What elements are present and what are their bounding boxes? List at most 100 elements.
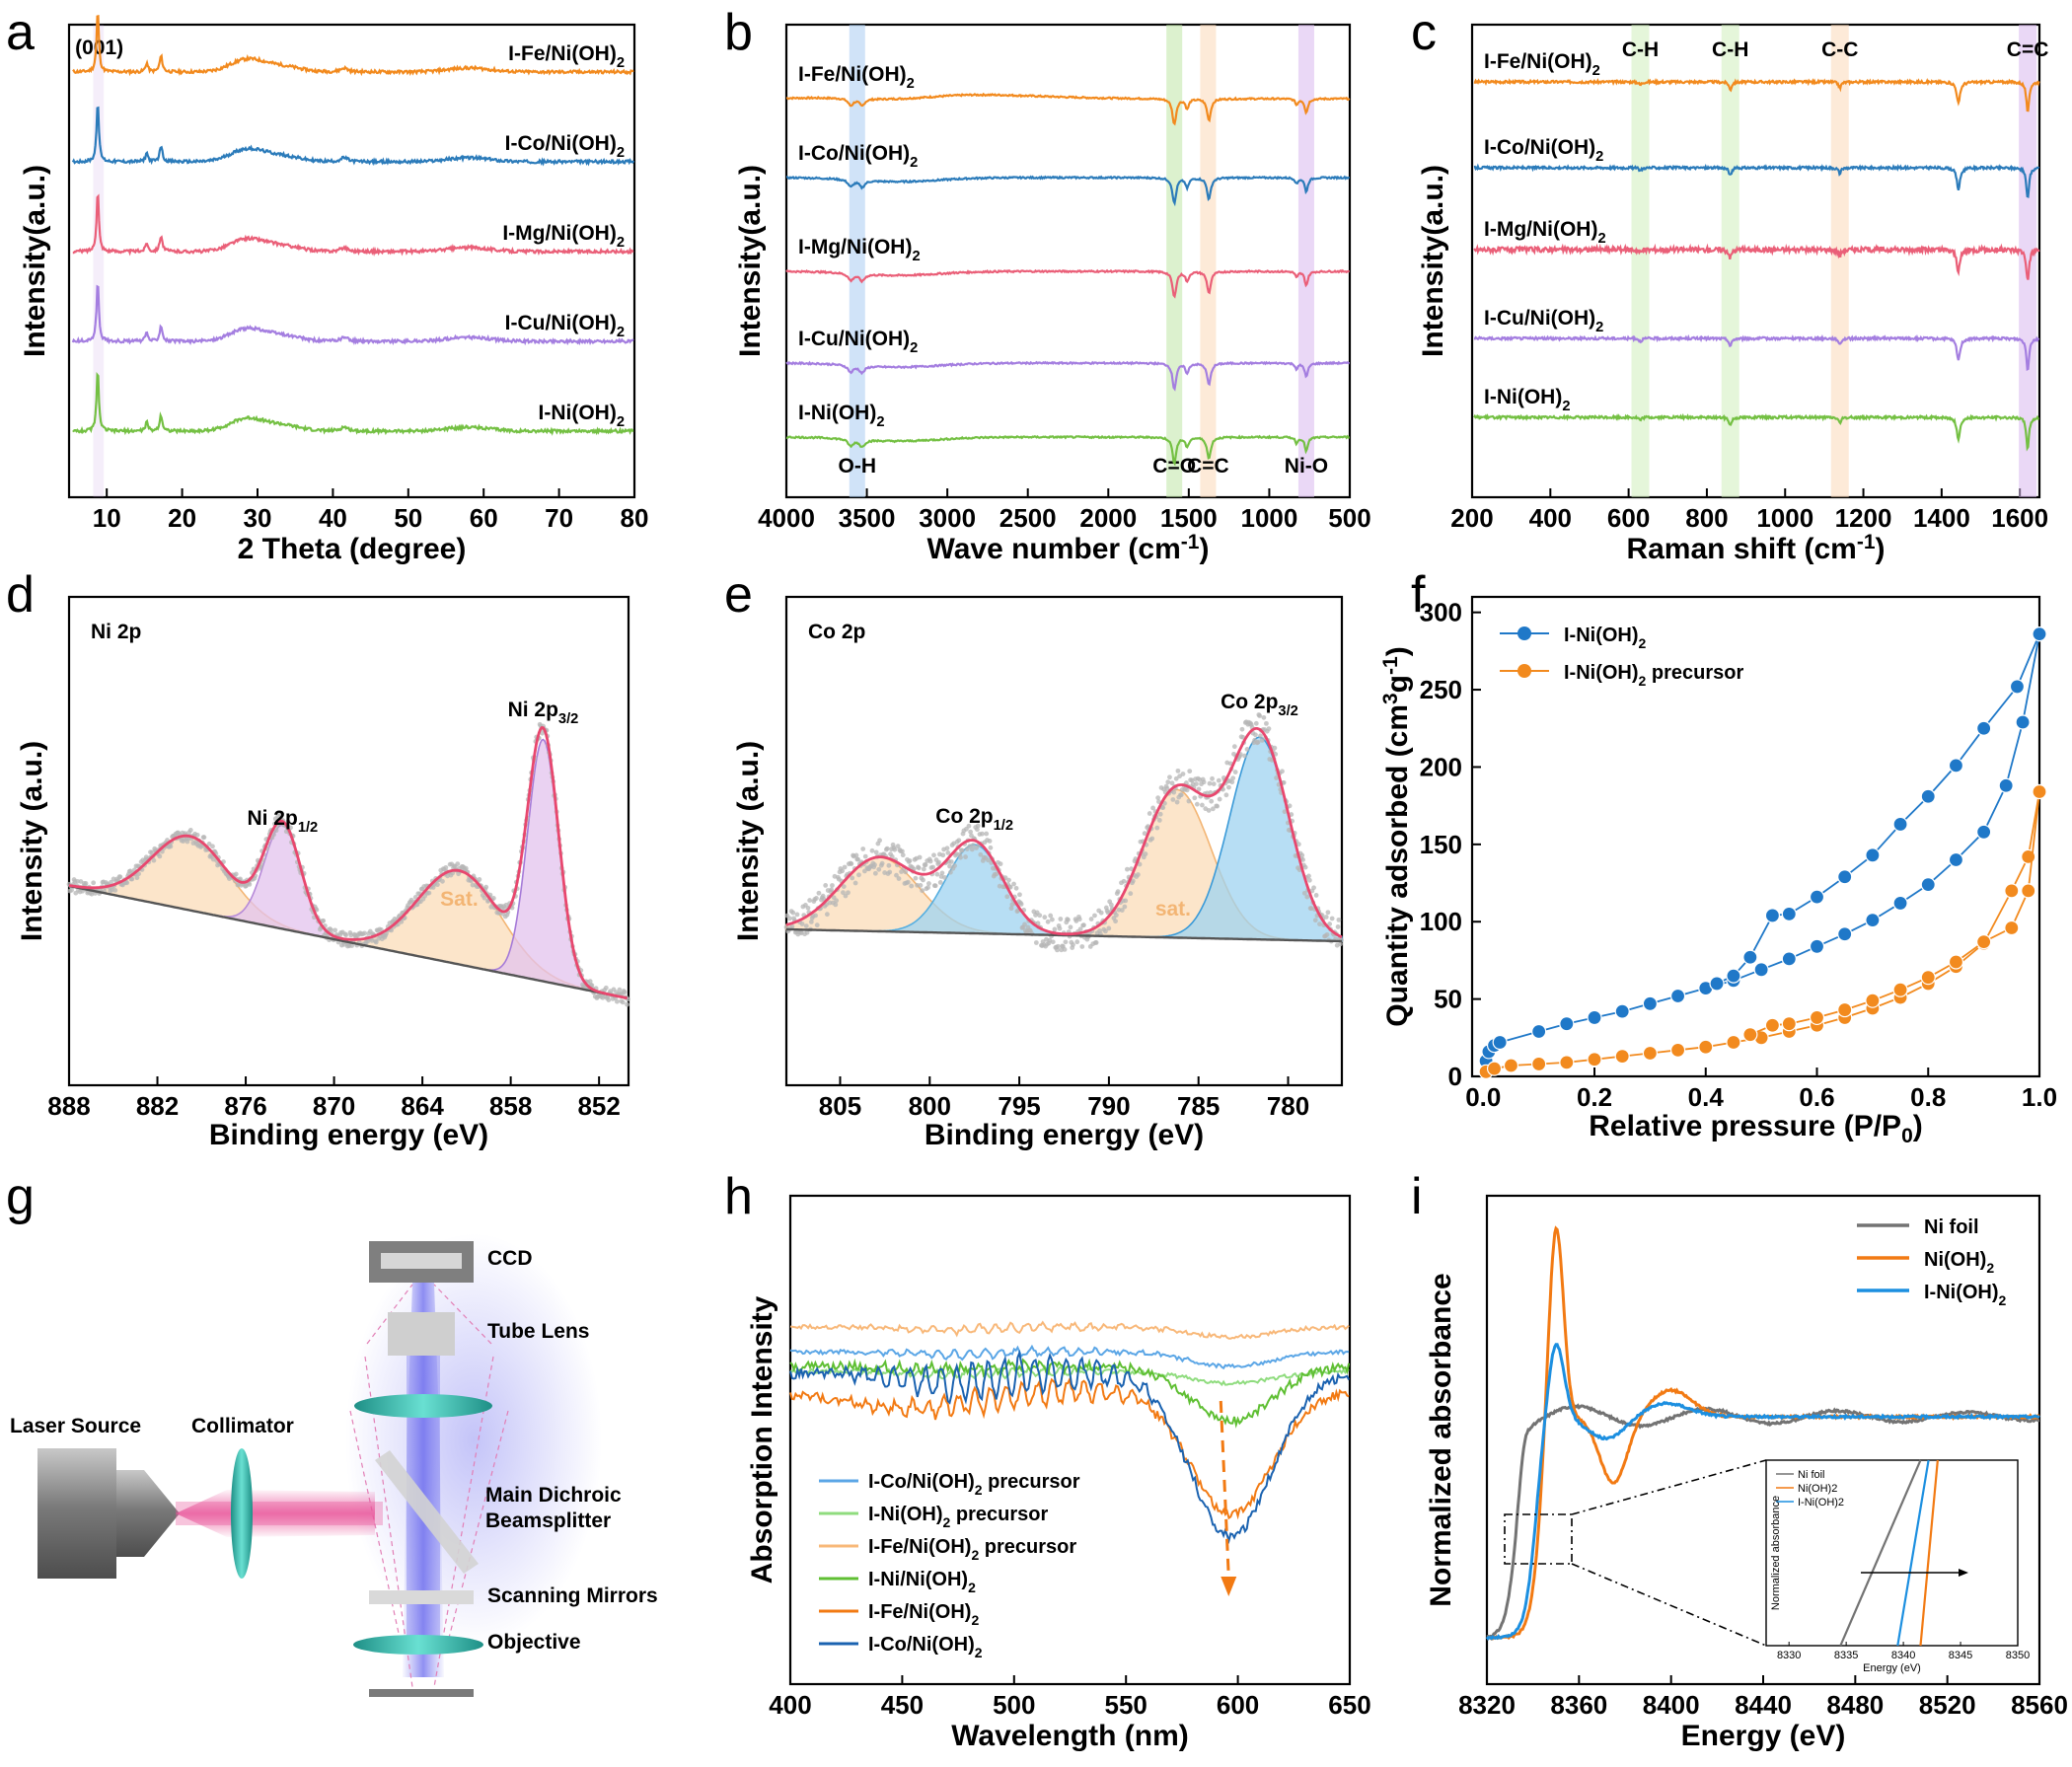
panel-d-raw-point [117, 874, 123, 880]
panel-a-series-label-part: 2 [617, 145, 625, 161]
panel-letter-b: b [724, 4, 753, 61]
panel-f-y-tick-label: 0 [1448, 1062, 1462, 1091]
panel-h-legend-label-part: I-Co/Ni(OH) [868, 1471, 975, 1493]
panel-b-x-tick-label-part: 1000 [1241, 503, 1298, 533]
panel-letter-g-part: g [6, 1168, 35, 1225]
panel-i-inset-legend-label-part: Ni(OH)2 [1798, 1483, 1837, 1495]
panel-letter-e: e [724, 566, 753, 624]
panel-e-raw-point [1281, 779, 1287, 785]
panel-c-x-tick-label: 1000 [1756, 503, 1813, 533]
panel-f-point-1 [1837, 1001, 1853, 1018]
panel-f-ylabel-part: -1 [1379, 656, 1402, 675]
panel-e-raw-point [877, 838, 882, 844]
panel-h-x-tick-label-part: 500 [993, 1690, 1035, 1720]
panel-e-raw-point [1257, 713, 1263, 718]
panel-e-raw-point [1169, 780, 1175, 786]
panel-e-raw-point [879, 860, 885, 866]
panel-f-point-0 [1764, 908, 1781, 923]
panel-e-raw-point [1076, 917, 1082, 922]
panel-d-raw-point [277, 812, 283, 818]
panel-e-raw-point [884, 846, 890, 851]
panel-g-tube-lens-label-part: Tube Lens [487, 1320, 589, 1343]
panel-d-raw-point [343, 932, 349, 938]
panel-e-raw-point [824, 912, 830, 918]
panel-e-raw-point [1301, 890, 1307, 896]
panel-f-xlabel-part: Relative pressure (P/P [1589, 1110, 1901, 1142]
panel-i-inset-tick-label-part: 8340 [1891, 1650, 1915, 1661]
panel-e-raw-point [1154, 825, 1160, 831]
panel-i-x-tick-label: 8440 [1735, 1690, 1792, 1720]
panel-f-point-1 [1503, 1058, 1519, 1073]
panel-letter-h-part: h [724, 1168, 753, 1225]
panel-e-raw-point [899, 869, 904, 874]
panel-letter-g: g [6, 1168, 35, 1225]
panel-e-raw-point [945, 849, 951, 855]
panel-d-raw-point [247, 881, 253, 887]
panel-c-x-tick-label: 1200 [1835, 503, 1892, 533]
panel-e-raw-point [1122, 904, 1128, 910]
panel-f-desorption-line-0 [1716, 633, 2040, 985]
panel-e-raw-point [903, 869, 909, 875]
panel-e-raw-point [807, 898, 813, 903]
panel-c-x-tick-label: 1600 [1991, 503, 2048, 533]
panel-d-x-tick-label-part: 876 [224, 1091, 266, 1121]
panel-e-raw-point [978, 851, 984, 857]
panel-g-stage [369, 1689, 474, 1697]
panel-c-band-label-part: C=C [2007, 38, 2049, 61]
panel-e-xlabel: Binding energy (eV) [925, 1119, 1204, 1151]
panel-h-frame [788, 1194, 1352, 1686]
panel-e-raw-point [813, 913, 818, 919]
panel-f-point-1 [2032, 783, 2047, 800]
panel-f-point-0 [1781, 906, 1797, 921]
panel-e-title-part: Co 2p [808, 621, 865, 643]
panel-e-raw-point [1113, 919, 1118, 924]
panel-d-raw-point [168, 844, 174, 849]
panel-e-raw-point [1258, 733, 1263, 739]
panel-f-point-1 [1948, 954, 1964, 970]
panel-d-raw-point [134, 875, 140, 881]
panel-c-ylabel: Intensity(a.u.) [1417, 165, 1449, 357]
panel-e-raw-point [1050, 939, 1056, 945]
panel-e-raw-point [918, 883, 924, 888]
panel-f-point-0 [1809, 889, 1825, 905]
panel-e-raw-point [1306, 877, 1312, 883]
panel-c-x-tick-label: 400 [1529, 503, 1572, 533]
panel-f-point-0 [1642, 995, 1658, 1011]
panel-b-band [1166, 25, 1183, 497]
panel-a-series-0 [72, 15, 634, 77]
panel-a-series-label-part: I-Cu/Ni(OH) [505, 312, 617, 334]
panel-e-raw-point [1077, 926, 1083, 932]
panel-d-raw-point [201, 835, 207, 841]
panel-d-raw-point [470, 882, 476, 888]
panel-i-x-tick-label: 8480 [1826, 1690, 1884, 1720]
panel-f-point-0 [1837, 926, 1853, 942]
panel-f-ylabel-part: Quantity adsorbed (cm [1381, 704, 1414, 1027]
panel-e-peak-label-part: 1/2 [994, 818, 1013, 834]
panel-f-point-0 [1948, 851, 1964, 868]
panel-a-x-tick-label: 70 [545, 503, 573, 533]
panel-d-raw-point [481, 895, 487, 901]
panel-f-point-1 [1587, 1052, 1602, 1068]
panel-a-series-label: I-Ni(OH)2 [539, 402, 626, 430]
panel-e-x-tick-label-part: 780 [1267, 1091, 1309, 1121]
panel-d-raw-point [620, 999, 626, 1005]
panel-e-raw-point [892, 847, 898, 852]
panel-e-raw-point [1261, 714, 1267, 720]
panel-e-raw-point [855, 856, 861, 862]
panel-e-raw-point [1317, 921, 1322, 927]
panel-f-y-tick-label: 50 [1434, 985, 1462, 1014]
panel-e-raw-point [1175, 768, 1181, 773]
panel-d-x-tick-label: 870 [313, 1091, 355, 1121]
panel-e-raw-point [917, 854, 923, 860]
panel-h-legend-label: I-Co/Ni(OH)2 [868, 1634, 983, 1660]
panel-f-point-0 [1492, 1034, 1508, 1051]
panel-e-raw-point [1242, 753, 1247, 759]
panel-letter-d: d [6, 566, 35, 624]
panel-g-ccd-label: CCD [487, 1247, 533, 1270]
panel-g-scanning-mirrors-label-part: Scanning Mirrors [487, 1584, 658, 1607]
panel-f-y-tick-label: 100 [1420, 907, 1462, 936]
panel-d-xlabel-part: Binding energy (eV) [209, 1119, 488, 1151]
panel-f-frame [1470, 595, 2041, 1078]
panel-f-y-tick-label: 300 [1420, 598, 1462, 627]
panel-c-frame [1470, 23, 2041, 499]
